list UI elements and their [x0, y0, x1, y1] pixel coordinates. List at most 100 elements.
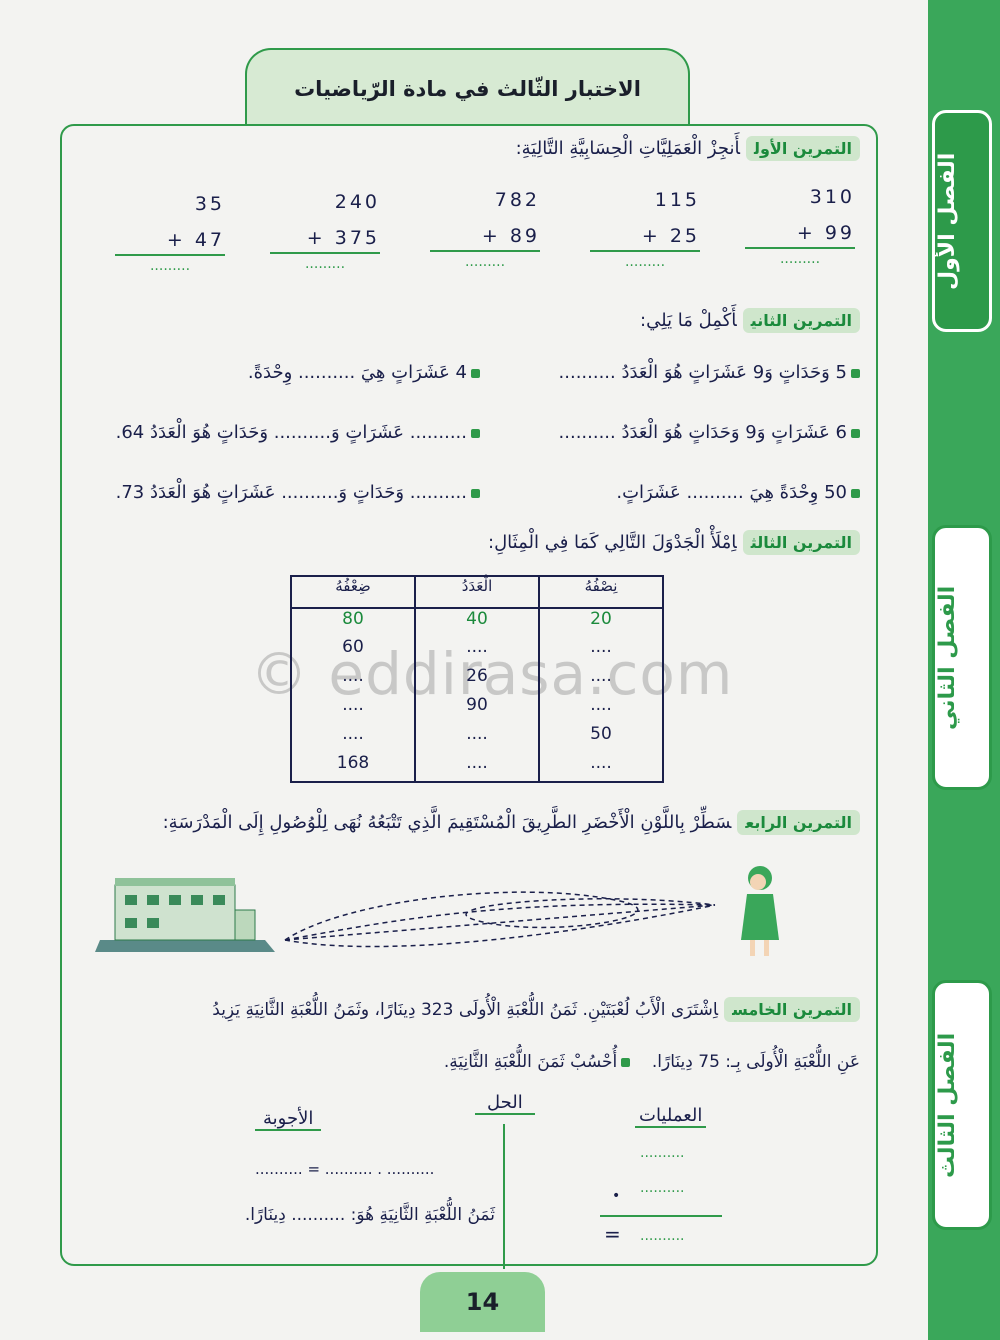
- operation-rule: [600, 1215, 722, 1217]
- ex2-header: التمرين الثانيأَكْمِلْ مَا يَلِي:: [640, 308, 860, 333]
- ex2-label: التمرين الثاني: [742, 308, 860, 333]
- girl-icon: [741, 866, 779, 956]
- addend: 782: [494, 189, 540, 211]
- addition-2: 115 + 25.........: [590, 189, 700, 270]
- operation-result-blank[interactable]: ..........: [640, 1228, 685, 1244]
- addend: 310: [809, 186, 855, 208]
- table-cell: 40: [414, 608, 540, 637]
- ex1-label: التمرين الأول: [745, 136, 860, 161]
- table-row: 50........: [290, 724, 664, 753]
- table-cell: 90: [414, 695, 540, 724]
- bullet-icon: [471, 489, 480, 498]
- table-row: .... 26....: [290, 666, 664, 695]
- page-number: 14: [420, 1272, 545, 1332]
- addition-4: 240 + 375.........: [270, 191, 380, 272]
- ex2-row-2a: 6 عَشَرَاتٍ وَ9 وَحَدَاتٍ هُوَ الْعَدَدُ…: [559, 422, 860, 443]
- answer-blank[interactable]: .........: [624, 254, 666, 270]
- chapter-tab-1[interactable]: الفصل الأول: [932, 110, 992, 332]
- table-cell: 20: [538, 608, 664, 637]
- answer-blank[interactable]: .........: [464, 254, 506, 270]
- table-cell: 26: [414, 666, 540, 695]
- table-cell: 80: [290, 608, 416, 637]
- ex1-instruction: أَنجِزْ الْعَمَلِيَّاتِ الْحِسَابِيَّةِ …: [515, 138, 740, 159]
- ex2-instruction: أَكْمِلْ مَا يَلِي:: [640, 310, 737, 331]
- ex2-row-1b: 4 عَشَرَاتٍ هِيَ .......... وِحْدَةً.: [248, 362, 480, 383]
- ex4-header: التمرين الرابعسَطِّرْ بِاللَّوْنِ الْأَخ…: [162, 810, 860, 835]
- ex3-instruction: اِمْلَأْ الْجَدْوَلَ التَّالِي كَمَا فِي…: [488, 532, 737, 553]
- answer-sentence[interactable]: ثَمَنُ اللُّعْبَةِ الثَّانِيَةِ هُوَ: ..…: [244, 1205, 495, 1225]
- answer-blank[interactable]: .........: [779, 251, 821, 267]
- ex2-row-2b: .......... عَشَرَاتٍ وَ.......... وَحَدَ…: [116, 422, 480, 443]
- page-title: الاختبار الثّالث في مادة الرّياضيات: [245, 48, 690, 126]
- table-cell: 50: [538, 724, 664, 753]
- table-cell[interactable]: ....: [414, 724, 540, 753]
- ex2-row-3a: 50 وِحْدَةً هِيَ .......... عَشَرَاتٍ.: [616, 482, 860, 503]
- addend: 375: [334, 227, 380, 249]
- col-answers: الأجوبة: [255, 1108, 322, 1131]
- addend: 35: [194, 193, 225, 215]
- chapter-tab-2[interactable]: الفصل الثاني: [932, 525, 992, 790]
- ex5-label: التمرين الخامس: [724, 997, 860, 1022]
- bullet-icon: [471, 369, 480, 378]
- bullet-icon: [851, 369, 860, 378]
- dashed-paths[interactable]: [284, 891, 716, 948]
- table-row: 20 40 80: [290, 608, 664, 637]
- table-cell[interactable]: ....: [414, 637, 540, 666]
- addend: 89: [509, 225, 540, 247]
- chapter-tab-3[interactable]: الفصل الثالث: [932, 980, 992, 1230]
- header-number: الْعَدَدُ: [414, 576, 540, 609]
- ex2-item: 5 وَحَدَاتٍ وَ9 عَشَرَاتٍ هُوَ الْعَدَدُ…: [558, 362, 847, 383]
- ex2-item: 4 عَشَرَاتٍ هِيَ .......... وِحْدَةً.: [247, 362, 467, 383]
- table-cell[interactable]: ....: [538, 753, 664, 782]
- table-cell[interactable]: ....: [290, 666, 416, 695]
- addend: 47: [194, 229, 225, 251]
- table-row: ........ 168: [290, 753, 664, 782]
- addition-1: 310 + 99.........: [745, 186, 855, 267]
- ex2-item: .......... وَحَدَاتٍ وَ.......... عَشَرَ…: [115, 482, 467, 503]
- table-cell[interactable]: ....: [290, 695, 416, 724]
- table-cell: 168: [290, 753, 416, 782]
- answer-blank[interactable]: .........: [149, 258, 191, 274]
- answer-blank[interactable]: .........: [304, 256, 346, 272]
- table-cell[interactable]: ....: [538, 666, 664, 695]
- header-half: نِصْفُهُ: [538, 576, 664, 609]
- header-double: ضِعْفُهُ: [290, 576, 416, 609]
- addend: 99: [824, 222, 855, 244]
- ex2-row-1a: 5 وَحَدَاتٍ وَ9 عَشَرَاتٍ هُوَ الْعَدَدُ…: [559, 362, 860, 383]
- table-row: ........ 60: [290, 637, 664, 666]
- equals-sign: =: [604, 1222, 621, 1246]
- col-solution: الحل: [475, 1092, 535, 1115]
- ex2-row-3b: .......... وَحَدَاتٍ وَ.......... عَشَرَ…: [116, 482, 480, 503]
- equation-blank[interactable]: .......... = .......... . ..........: [255, 1160, 435, 1178]
- ex3-header: التمرين الثالثاِمْلَأْ الْجَدْوَلَ التَّ…: [488, 530, 860, 555]
- path-illustration: [95, 866, 779, 956]
- school-building-icon: [95, 878, 275, 952]
- bullet-icon: [851, 489, 860, 498]
- ex2-item: .......... عَشَرَاتٍ وَ.......... وَحَدَ…: [115, 422, 467, 443]
- table-cell[interactable]: ....: [290, 724, 416, 753]
- ex2-item: 6 عَشَرَاتٍ وَ9 وَحَدَاتٍ هُوَ الْعَدَدُ…: [558, 422, 847, 443]
- addend: 115: [654, 189, 700, 211]
- bullet-icon: [471, 429, 480, 438]
- ex5-text: عَنِ اللُّعْبَةِ الْأُولَى بِـ: 75 دِينَ…: [651, 1052, 860, 1072]
- halves-doubles-table: نِصْفُهُ الْعَدَدُ ضِعْفُهُ 20 40 80........…: [290, 575, 664, 783]
- operation-blank[interactable]: ..........: [640, 1180, 685, 1196]
- ex1-header: التمرين الأولأَنجِزْ الْعَمَلِيَّاتِ الْ…: [515, 136, 860, 161]
- ex5-task: أُحْسُبْ ثَمَنَ اللُّعْبَةِ الثَّانِيَةِ…: [443, 1052, 618, 1072]
- bullet-icon: [621, 1058, 631, 1067]
- ex4-instruction: سَطِّرْ بِاللَّوْنِ الْأَخْضَرِ الطَّرِي…: [162, 812, 732, 833]
- bullet-icon: [851, 429, 860, 438]
- addend: 240: [334, 191, 380, 213]
- ex2-item: 50 وِحْدَةً هِيَ .......... عَشَرَاتٍ.: [616, 482, 847, 503]
- table-row: .... 90....: [290, 695, 664, 724]
- ex5-text: اِشْتَرَى الْأَبُ لُعْبَتَيْنِ. ثَمَنُ ا…: [212, 1000, 719, 1020]
- ex5-line2: عَنِ اللُّعْبَةِ الْأُولَى بِـ: 75 دِينَ…: [444, 1052, 860, 1072]
- table-cell[interactable]: ....: [414, 753, 540, 782]
- addend: 25: [669, 225, 700, 247]
- solution-divider: [503, 1124, 505, 1269]
- col-operations: العمليات: [635, 1105, 707, 1128]
- exercise-frame: [60, 124, 878, 1266]
- operation-blank[interactable]: ..........: [640, 1145, 685, 1161]
- table-cell[interactable]: ....: [538, 695, 664, 724]
- table-cell[interactable]: ....: [538, 637, 664, 666]
